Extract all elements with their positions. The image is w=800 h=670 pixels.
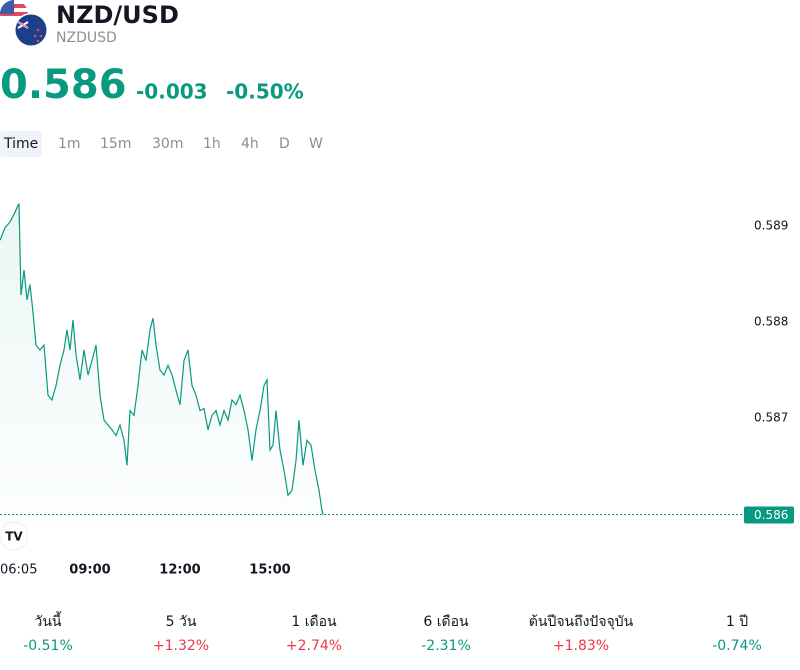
timeframe-tab[interactable]: 1m (58, 136, 81, 152)
current-price-label: 0.586 (754, 508, 788, 522)
performance-label: 5 วัน (166, 614, 197, 630)
symbol: NZDUSD (56, 30, 117, 46)
y-tick-label: 0.588 (754, 315, 788, 329)
x-tick-label: 12:00 (159, 563, 200, 578)
timeframe-tab[interactable]: W (309, 136, 323, 152)
svg-text:TV: TV (5, 530, 23, 544)
performance-value: +2.74% (286, 638, 342, 654)
performance-label: วันนี้ (34, 611, 62, 630)
change: -0.003 (136, 80, 208, 104)
y-tick-label: 0.589 (754, 218, 788, 232)
timeframe-tab[interactable]: 1h (203, 136, 221, 152)
x-tick-label: 15:00 (249, 563, 290, 578)
title: NZD/USD (56, 1, 179, 29)
performance-value: -0.51% (23, 638, 73, 654)
x-tick-label: 09:00 (69, 563, 110, 578)
x-tick-label: 06:05 (0, 563, 37, 578)
timeframe-tab[interactable]: 4h (241, 136, 259, 152)
price: 0.586 (0, 62, 127, 108)
y-tick-label: 0.587 (754, 411, 788, 425)
performance-value: +1.32% (153, 638, 209, 654)
flag-icons (0, 0, 48, 47)
current-price-box (744, 506, 794, 524)
timeframe-tab[interactable]: D (279, 136, 290, 152)
performance-label: 1 เดือน (291, 614, 337, 630)
timeframe-tab[interactable]: Time (3, 136, 38, 152)
performance-value: +1.83% (553, 638, 609, 654)
tv-logo: TV (0, 521, 29, 551)
performance-label: 1 ปี (726, 614, 748, 630)
price-line (0, 203, 324, 515)
performance-label: ต้นปีจนถึงปัจจุบัน (529, 614, 634, 630)
tab-highlight (0, 131, 42, 157)
performance-label: 6 เดือน (423, 614, 469, 630)
performance-value: -0.74% (712, 638, 762, 654)
change-percent: -0.50% (226, 80, 304, 104)
area-fill (0, 203, 324, 527)
timeframe-tab[interactable]: 15m (100, 136, 131, 152)
performance-value: -2.31% (421, 638, 471, 654)
timeframe-tab[interactable]: 30m (152, 136, 183, 152)
